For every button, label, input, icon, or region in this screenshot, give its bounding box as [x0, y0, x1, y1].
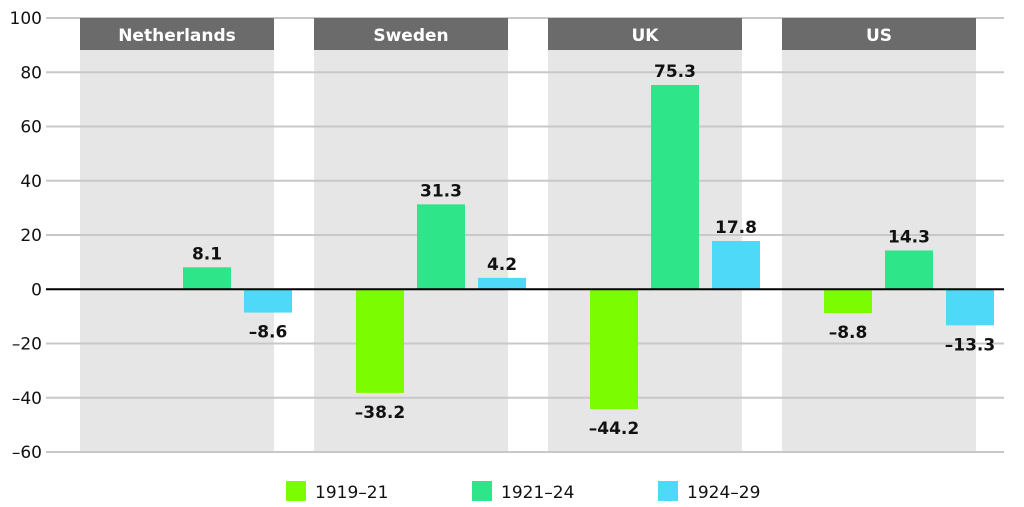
y-tick-label: –40 — [12, 389, 42, 409]
y-axis: 100 80 60 40 20 0 –20 –40 –60 — [10, 9, 42, 463]
bar-uk-1 — [590, 289, 638, 410]
bar-sweden-3 — [478, 277, 526, 290]
legend-swatch-1 — [286, 481, 306, 501]
legend-swatch-3 — [658, 481, 678, 501]
y-tick-label: 20 — [20, 226, 42, 246]
panel-label-sweden: Sweden — [373, 26, 448, 46]
y-tick-label: –20 — [12, 335, 42, 355]
data-label-uk-3: 17.8 — [715, 218, 757, 238]
bar-sweden-1 — [356, 289, 404, 393]
bar-netherlands-3 — [244, 289, 292, 313]
panel-headers: Netherlands Sweden UK US — [80, 18, 976, 50]
data-label-us-1: –8.8 — [829, 323, 868, 343]
y-tick-label: 40 — [20, 172, 42, 192]
panel-label-us: US — [866, 26, 892, 46]
data-labels: 8.1 –8.6 –38.2 31.3 4.2 –44.2 75.3 17.8 –8.8 14.3… — [192, 62, 995, 439]
bars — [183, 84, 994, 410]
data-label-us-2: 14.3 — [888, 227, 930, 247]
legend-swatch-2 — [472, 481, 492, 501]
data-label-sweden-2: 31.3 — [420, 181, 462, 201]
y-tick-label: 100 — [10, 9, 42, 29]
y-tick-label: –60 — [12, 443, 42, 463]
data-label-uk-2: 75.3 — [654, 62, 696, 82]
data-label-us-3: –13.3 — [945, 335, 995, 355]
data-label-netherlands-3: –8.6 — [249, 323, 288, 343]
data-label-sweden-1: –38.2 — [355, 403, 405, 423]
bar-sweden-2 — [417, 204, 465, 290]
panel-label-netherlands: Netherlands — [118, 26, 236, 46]
bar-us-2 — [885, 250, 933, 290]
legend-label-3: 1924–29 — [687, 483, 760, 503]
bar-us-1 — [824, 289, 872, 314]
panel-header-us — [782, 18, 976, 50]
panel-label-uk: UK — [632, 26, 660, 46]
legend-label-1: 1919–21 — [315, 483, 388, 503]
bar-uk-3 — [712, 240, 760, 290]
bar-uk-2 — [651, 84, 699, 290]
panel-header-uk — [548, 18, 742, 50]
data-label-sweden-3: 4.2 — [487, 255, 517, 275]
panel-header-netherlands — [80, 18, 274, 50]
y-tick-label: 0 — [31, 280, 42, 300]
y-tick-label: 80 — [20, 63, 42, 83]
legend-label-2: 1921–24 — [501, 483, 574, 503]
data-label-uk-1: –44.2 — [589, 419, 639, 439]
legend: 1919–21 1921–24 1924–29 — [286, 481, 760, 503]
data-label-netherlands-2: 8.1 — [192, 244, 222, 264]
bar-netherlands-2 — [183, 267, 231, 290]
y-tick-label: 60 — [20, 118, 42, 138]
bar-us-3 — [946, 289, 994, 326]
panel-header-sweden — [314, 18, 508, 50]
